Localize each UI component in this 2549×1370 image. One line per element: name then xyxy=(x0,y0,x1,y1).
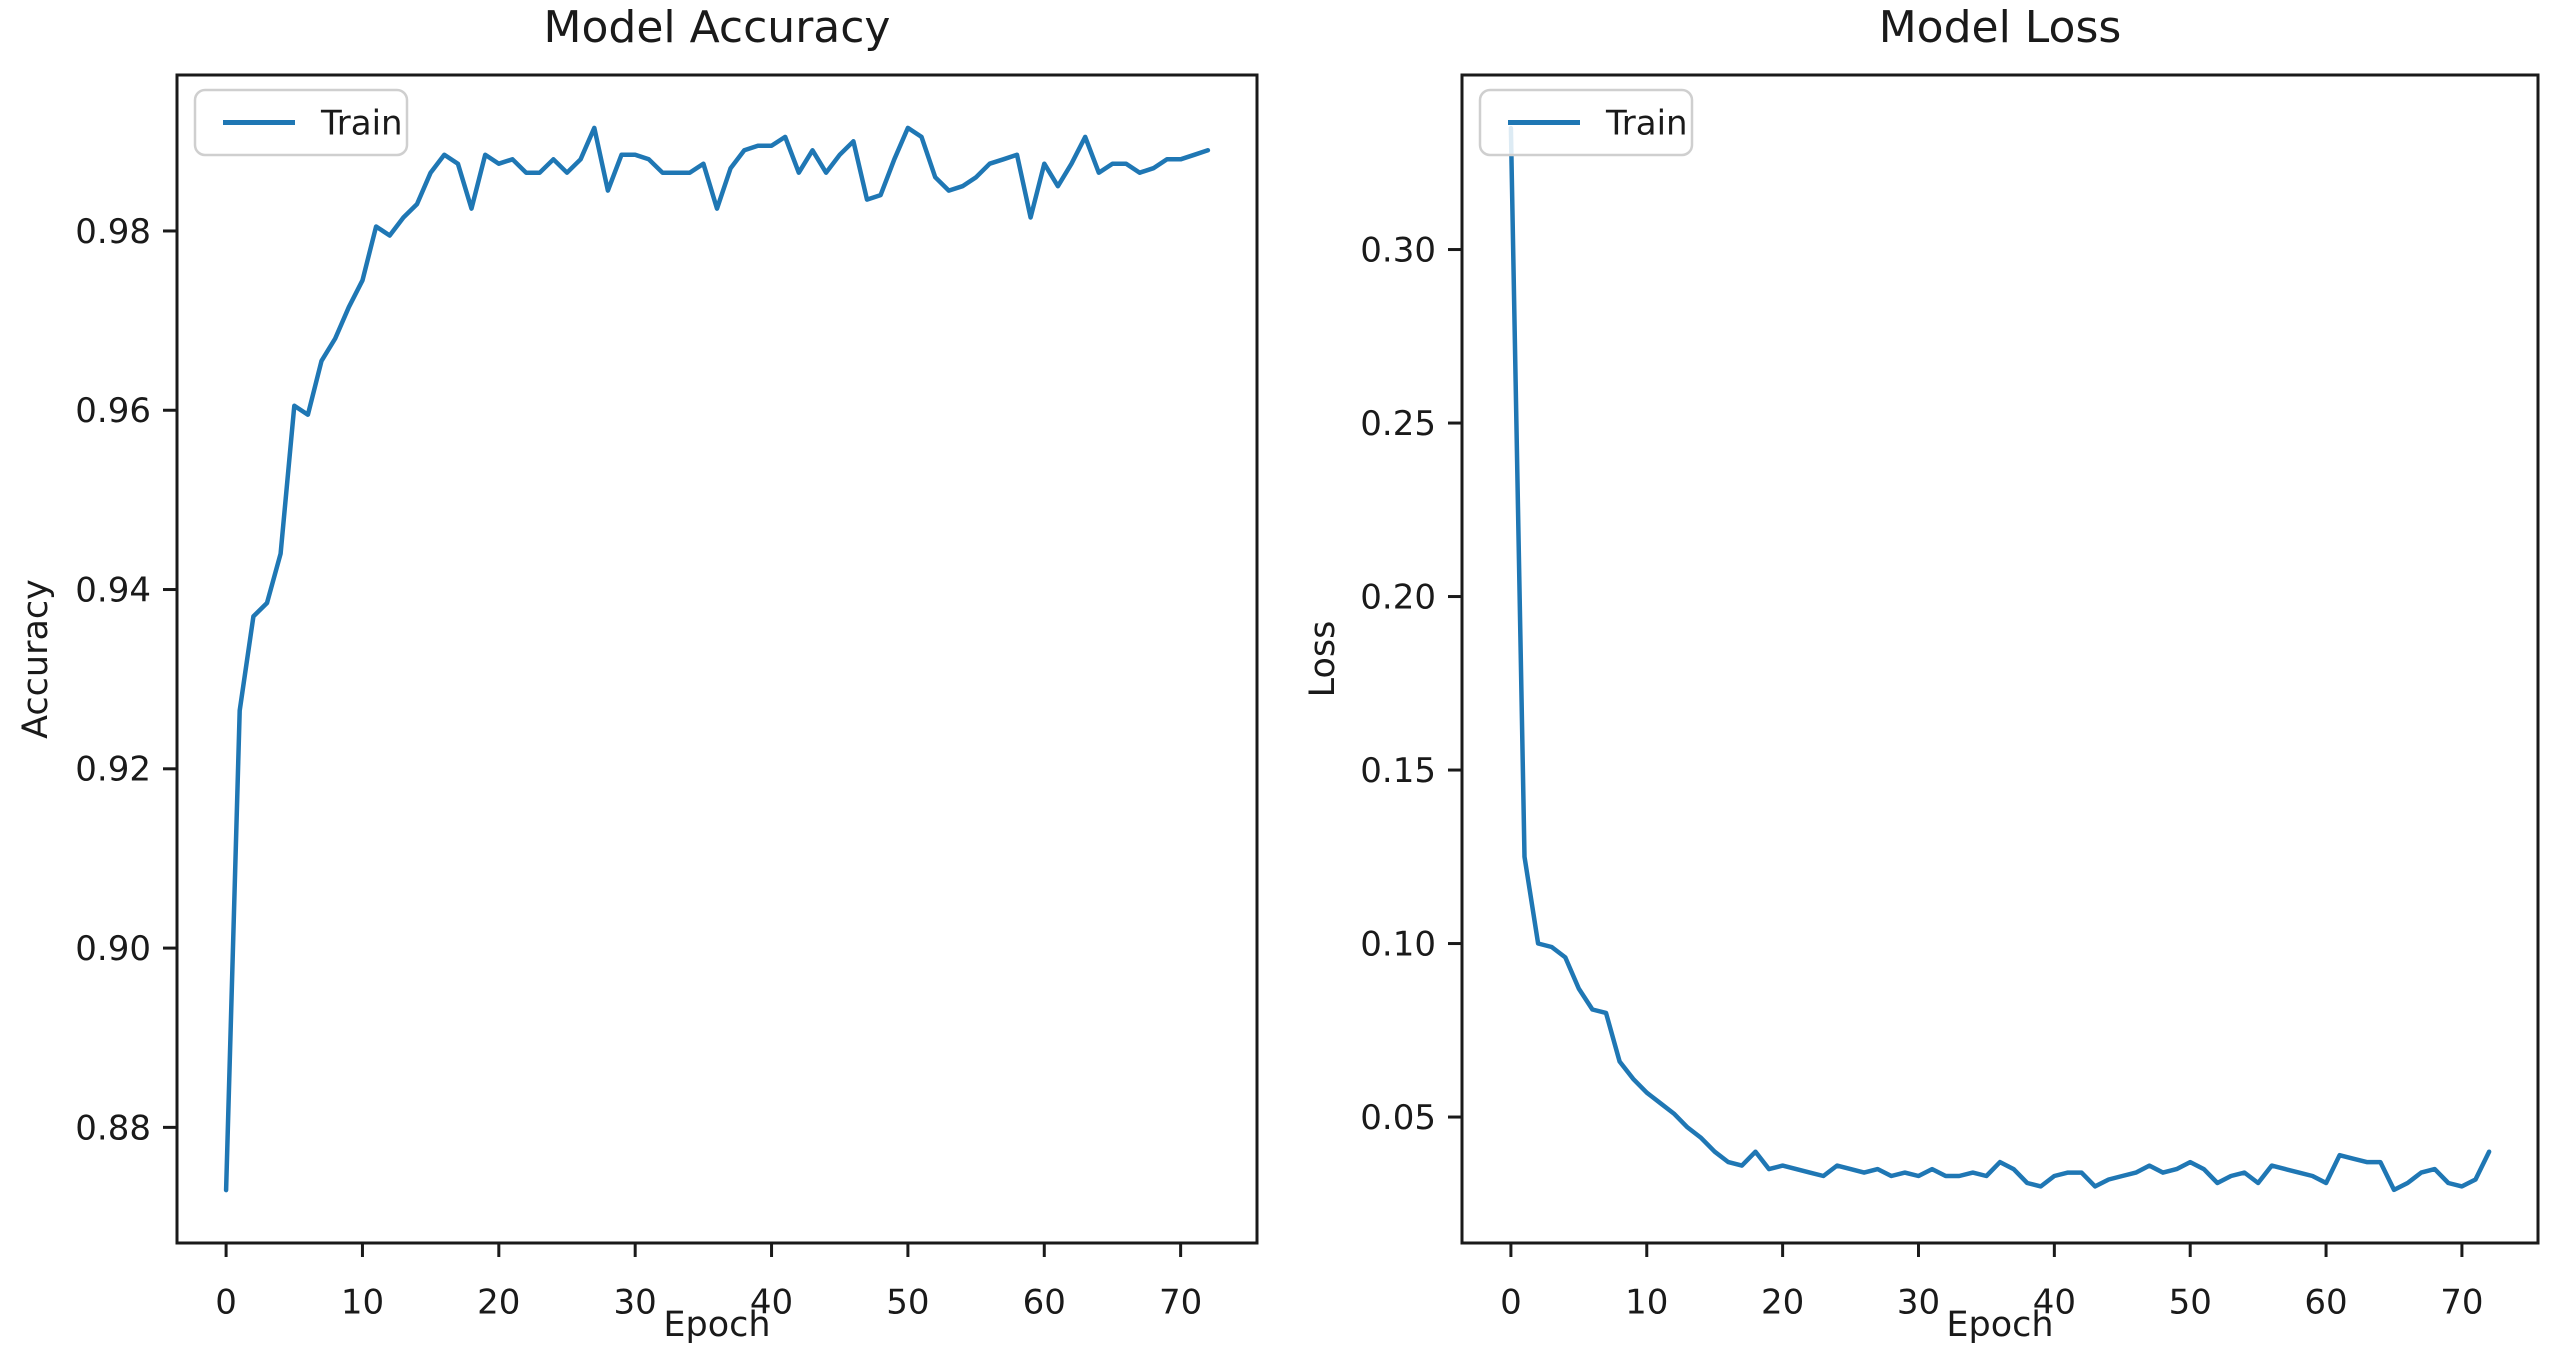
loss-chart-title: Model Loss xyxy=(1878,2,2122,53)
accuracy-x-tick-label: 0 xyxy=(215,1282,237,1322)
loss-chart: Train 0 10 20 30 40 50 60 70 0.05 0.10 0.15 0.20 0.25… xyxy=(1360,73,2540,1322)
accuracy-chart: Train 0 10 20 30 40 50 60 70 0.88 0.90 0.92 0.94 0.96… xyxy=(75,73,1259,1322)
accuracy-chart-title: Model Accuracy xyxy=(543,2,891,53)
accuracy-y-tick-label: 0.94 xyxy=(75,570,151,610)
accuracy-legend-label: Train xyxy=(320,103,403,143)
loss-xaxis-label: Epoch xyxy=(1946,1305,2054,1345)
loss-x-tick-label: 20 xyxy=(1761,1282,1804,1322)
loss-yaxis-label: Loss xyxy=(1303,620,1343,698)
loss-x-tick-label: 70 xyxy=(2440,1282,2483,1322)
accuracy-y-tick-label: 0.88 xyxy=(75,1108,151,1148)
accuracy-x-tick-label: 60 xyxy=(1023,1282,1066,1322)
loss-x-tick-label: 0 xyxy=(1500,1282,1522,1322)
loss-train-line xyxy=(1508,125,2492,1193)
loss-x-tick-label: 30 xyxy=(1897,1282,1940,1322)
loss-y-tick-label: 0.25 xyxy=(1360,404,1436,444)
accuracy-x-tick-label: 70 xyxy=(1159,1282,1202,1322)
loss-x-tick-label: 40 xyxy=(2033,1282,2076,1322)
accuracy-legend: Train xyxy=(193,88,409,157)
accuracy-yaxis-label: Accuracy xyxy=(16,579,56,739)
accuracy-y-tick-label: 0.90 xyxy=(75,929,151,969)
loss-legend-box xyxy=(1478,88,1694,157)
loss-axes-spines xyxy=(1460,73,2540,1245)
loss-y-tick-label: 0.10 xyxy=(1360,924,1436,964)
accuracy-x-tick-label: 10 xyxy=(341,1282,384,1322)
accuracy-legend-box xyxy=(193,88,409,157)
loss-legend: Train xyxy=(1478,88,1694,157)
accuracy-x-tick-label: 30 xyxy=(614,1282,657,1322)
loss-y-tick-label: 0.30 xyxy=(1360,230,1436,270)
accuracy-y-tick-label: 0.92 xyxy=(75,750,151,790)
accuracy-x-tick-label: 50 xyxy=(886,1282,929,1322)
loss-x-tick-label: 10 xyxy=(1625,1282,1668,1322)
loss-y-tick-label: 0.15 xyxy=(1360,751,1436,791)
accuracy-axes-spines xyxy=(175,73,1259,1245)
accuracy-x-tick-label: 20 xyxy=(477,1282,520,1322)
loss-x-tick-label: 50 xyxy=(2169,1282,2212,1322)
loss-y-tick-label: 0.05 xyxy=(1360,1098,1436,1138)
loss-legend-label: Train xyxy=(1605,103,1688,143)
accuracy-train-line xyxy=(223,125,1211,1193)
accuracy-xaxis-label: Epoch xyxy=(663,1305,771,1345)
loss-y-tick-label: 0.20 xyxy=(1360,577,1436,617)
accuracy-y-tick-label: 0.96 xyxy=(75,391,151,431)
accuracy-y-tick-label: 0.98 xyxy=(75,212,151,252)
accuracy-x-tick-label: 40 xyxy=(750,1282,793,1322)
loss-x-tick-label: 60 xyxy=(2304,1282,2347,1322)
